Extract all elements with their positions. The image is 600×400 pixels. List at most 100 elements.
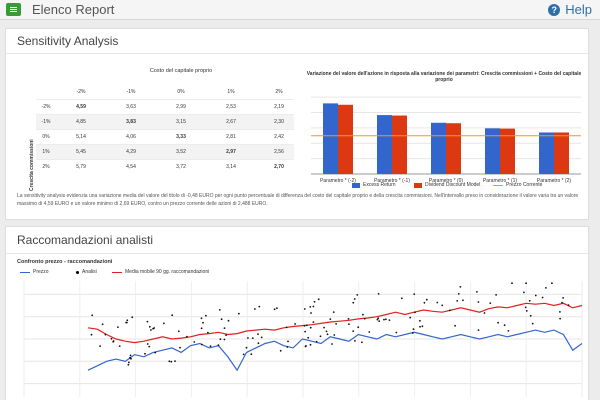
analisi-point xyxy=(305,345,307,347)
analisti-panel: Raccomandazioni analisti Confronto prezz… xyxy=(5,226,590,400)
analisi-point xyxy=(395,331,398,334)
analisi-point xyxy=(276,307,278,310)
analisi-point xyxy=(531,322,534,325)
analisi-point xyxy=(99,345,101,347)
analisi-point xyxy=(313,300,316,303)
line-chart-title: Confronto prezzo - raccomandazioni xyxy=(17,259,113,265)
top-bar: Elenco Report ? Help xyxy=(0,0,600,20)
analisi-point xyxy=(377,317,380,320)
help-button[interactable]: ? Help xyxy=(548,2,592,17)
table-row-label: 1% xyxy=(42,149,50,155)
analisi-point xyxy=(247,337,249,339)
table-cell: 2,97 xyxy=(226,149,236,155)
bar-dividend-discount xyxy=(554,132,569,174)
analisi-point xyxy=(129,354,132,357)
analisi-point xyxy=(483,312,486,314)
analisi-point xyxy=(333,334,336,336)
table-cell: 3,63 xyxy=(126,104,136,110)
table-cell: 5,79 xyxy=(76,164,86,170)
analisi-point xyxy=(223,338,226,341)
analisi-point xyxy=(503,324,506,327)
analisi-point xyxy=(205,314,207,317)
analisi-point xyxy=(457,293,460,295)
legend-ddm: Dividend Discount Model xyxy=(414,182,480,188)
analisi-point xyxy=(303,324,306,327)
table-cell: 2,99 xyxy=(176,104,186,110)
bar-dividend-discount xyxy=(446,123,461,174)
analisi-point xyxy=(347,318,350,320)
hamburger-menu-icon[interactable] xyxy=(6,3,21,16)
bar-category-label: Parametro * (0) xyxy=(429,178,464,184)
analisi-point xyxy=(200,327,203,330)
analisi-point xyxy=(207,331,209,334)
legend-price: Prezzo Corrente xyxy=(493,182,542,188)
analisi-point xyxy=(225,334,228,336)
analisi-point xyxy=(524,306,527,309)
analisi-point xyxy=(376,318,379,321)
analisi-point xyxy=(459,286,462,288)
analisi-point xyxy=(110,337,113,340)
analisi-point xyxy=(545,287,547,289)
table-row-divider xyxy=(36,129,294,130)
analisi-point xyxy=(331,343,333,345)
legend-swatch-prezzo xyxy=(20,271,30,273)
analisi-point xyxy=(414,311,416,314)
table-cell: 2,67 xyxy=(226,119,236,125)
analisi-point xyxy=(525,282,527,285)
analisi-point xyxy=(144,352,146,355)
analisi-point xyxy=(335,323,337,325)
help-icon: ? xyxy=(548,3,561,16)
analisi-point xyxy=(353,298,356,300)
table-cell: 2,42 xyxy=(274,134,284,140)
analisi-point xyxy=(303,308,306,310)
sensitivity-note: La sensitivity analysis evidenzia una va… xyxy=(17,193,579,207)
analisi-point xyxy=(257,342,260,345)
table-cell: 2,53 xyxy=(226,104,236,110)
table-row-label: 2% xyxy=(42,164,50,170)
analisi-point xyxy=(315,340,318,343)
analisi-point xyxy=(361,341,363,344)
analisi-point xyxy=(559,317,561,320)
analisi-point xyxy=(436,301,439,304)
analisi-point xyxy=(209,345,212,348)
analisi-point xyxy=(462,299,464,302)
analisi-point xyxy=(126,319,129,322)
analisi-point xyxy=(317,298,320,301)
analisi-point xyxy=(489,302,492,304)
analisi-point xyxy=(454,324,456,327)
table-row-divider xyxy=(36,99,294,100)
table-cell: 2,19 xyxy=(274,104,284,110)
analisi-point xyxy=(146,320,149,323)
analisi-point xyxy=(101,323,104,326)
legend-prezzo-label: Prezzo xyxy=(33,269,49,275)
table-column-header: -2% xyxy=(76,89,86,95)
table-row-label: -2% xyxy=(41,104,51,110)
analisi-point xyxy=(91,314,94,317)
analisi-point xyxy=(254,308,256,310)
analisi-point xyxy=(258,305,261,308)
analisi-point xyxy=(529,314,532,317)
analisi-point xyxy=(125,321,127,324)
prezzo-line xyxy=(87,329,583,372)
analisi-point xyxy=(219,338,222,341)
table-cell: 4,85 xyxy=(76,119,86,125)
analisi-point xyxy=(112,340,115,343)
analisi-point xyxy=(245,346,248,349)
bar-category-label: Parametro * (-2) xyxy=(320,178,356,184)
table-row-shade xyxy=(36,144,294,159)
table-row-axis-label: Crescita commissioni xyxy=(29,139,35,191)
analisi-point xyxy=(118,345,121,347)
analisi-point xyxy=(562,297,564,299)
analisi-point xyxy=(309,326,312,329)
legend-swatch-ddm xyxy=(414,182,422,188)
analisi-point xyxy=(90,333,93,336)
analisi-point xyxy=(306,324,308,327)
table-cell: 2,81 xyxy=(226,134,236,140)
analisi-point xyxy=(551,282,553,285)
table-row-divider xyxy=(36,144,294,145)
analisi-point xyxy=(177,330,180,333)
table-cell: 3,33 xyxy=(176,134,186,140)
analisi-point xyxy=(193,341,196,343)
analisi-point xyxy=(511,282,513,285)
analisi-point xyxy=(279,349,282,352)
